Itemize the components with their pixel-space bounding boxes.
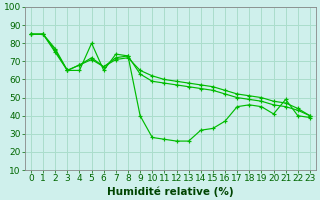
X-axis label: Humidité relative (%): Humidité relative (%) <box>107 186 234 197</box>
